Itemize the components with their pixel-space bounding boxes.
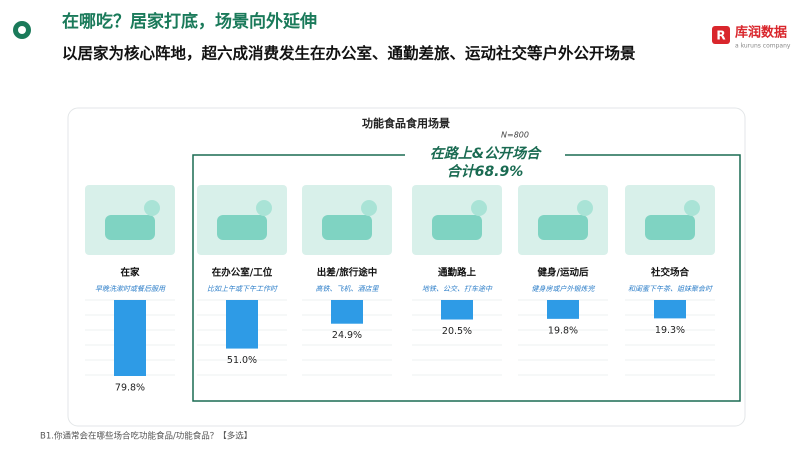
- bar: [331, 300, 363, 324]
- chart-title: 功能食品食用场景: [362, 116, 450, 130]
- logo-text: 库润数据: [735, 25, 787, 41]
- category-label: 通勤路上: [438, 267, 477, 279]
- bar: [547, 300, 579, 319]
- category-label: 社交场合: [650, 267, 690, 279]
- bar: [114, 300, 146, 376]
- sample-size: N=800: [501, 131, 529, 140]
- group-total: 合计68.9%: [447, 163, 524, 180]
- value-label: 51.0%: [227, 355, 257, 366]
- bar: [441, 300, 473, 320]
- category-description: 比如上午或下午工作时: [207, 285, 278, 293]
- bar: [226, 300, 258, 349]
- logo-mark: [712, 26, 730, 44]
- category-label: 在家: [120, 267, 140, 279]
- value-label: 20.5%: [442, 326, 472, 337]
- footnote: B1.你通常会在哪些场合吃功能食品/功能食品？【多选】: [40, 431, 252, 442]
- scene-object: [217, 215, 267, 240]
- category-description: 早晚洗漱时或餐后服用: [95, 285, 166, 293]
- category-description: 地铁、公交、打车途中: [422, 285, 493, 293]
- value-label: 19.3%: [655, 325, 685, 336]
- scene-object: [144, 200, 160, 216]
- category-label: 出差/旅行途中: [317, 267, 377, 279]
- scene-object: [471, 200, 487, 216]
- value-label: 79.8%: [115, 383, 145, 394]
- scene-object: [538, 215, 588, 240]
- scene-object: [256, 200, 272, 216]
- category-description: 高铁、飞机、酒店里: [316, 285, 380, 293]
- group-title: 在路上&公开场合: [430, 145, 542, 162]
- scene-object: [105, 215, 155, 240]
- category-label: 在办公室/工位: [212, 267, 273, 279]
- scene-object: [684, 200, 700, 216]
- subtitle: 以居家为核心阵地，超六成消费发生在办公室、通勤差旅、运动社交等户外公开场景: [62, 44, 636, 63]
- scene-object: [361, 200, 377, 216]
- value-label: 19.8%: [548, 325, 578, 336]
- value-label: 24.9%: [332, 330, 362, 341]
- title: 在哪吃？居家打底，场景向外延伸: [62, 11, 317, 32]
- logo-letter: R: [716, 29, 725, 43]
- scene-object: [322, 215, 372, 240]
- category-label: 健身/运动后: [538, 267, 589, 279]
- scene-object: [432, 215, 482, 240]
- scene-object: [645, 215, 695, 240]
- category-description: 健身房或户外锻炼完: [532, 285, 596, 293]
- category-description: 和闺蜜下午茶、姐妹聚会时: [628, 285, 713, 293]
- title-icon-dot: [18, 26, 26, 34]
- logo-subtext: a kuruns company: [735, 43, 791, 50]
- scene-object: [577, 200, 593, 216]
- bar: [654, 300, 686, 319]
- group-label-bg: [405, 142, 565, 182]
